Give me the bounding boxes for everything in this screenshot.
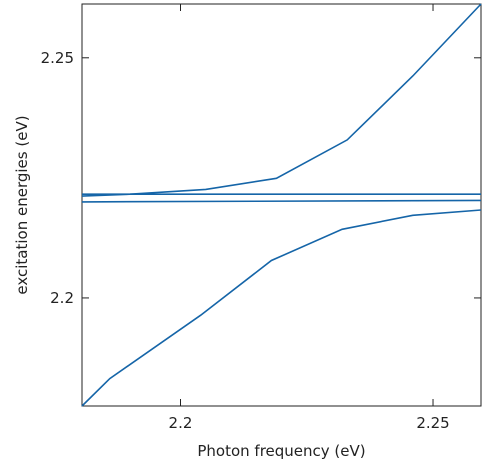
series-line-3 bbox=[81, 199, 482, 203]
plot-area-frame bbox=[81, 3, 482, 407]
y-axis-label: excitation energies (eV) bbox=[13, 115, 31, 294]
x-axis-label: Photon frequency (eV) bbox=[197, 442, 365, 460]
series-layer bbox=[81, 3, 482, 407]
series-line-4 bbox=[81, 209, 482, 407]
y-tick-label: 2.25 bbox=[41, 49, 74, 67]
x-ticks: 2.2 2.25 bbox=[169, 4, 450, 432]
y-ticks: 2.2 2.25 bbox=[41, 49, 481, 307]
x-tick-label: 2.25 bbox=[416, 414, 449, 432]
y-tick-label: 2.2 bbox=[50, 289, 74, 307]
x-tick-label: 2.2 bbox=[169, 414, 193, 432]
series-line-1 bbox=[81, 3, 482, 197]
